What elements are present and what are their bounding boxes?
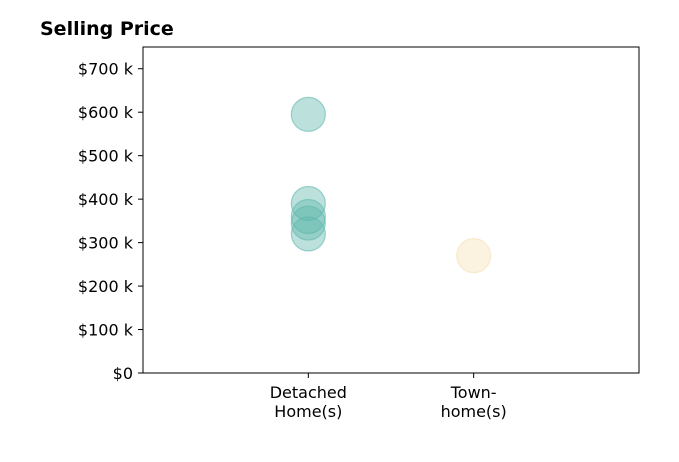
y-axis: $0 $100 k $200 k $300 k $400 k $500 k $600 k $7…: [78, 60, 143, 383]
data-point: [290, 96, 326, 132]
data-point: [290, 216, 326, 252]
data-point: [290, 205, 326, 241]
data-points: [290, 96, 492, 274]
x-tick-label: Town-: [450, 383, 497, 402]
chart-title: Selling Price: [40, 18, 174, 40]
y-tick-label: $700 k: [78, 60, 134, 79]
data-point: [456, 238, 492, 274]
x-tick-label: Detached: [270, 383, 347, 402]
y-tick-label: $500 k: [78, 147, 134, 166]
data-point: [290, 185, 326, 222]
y-tick-label: $100 k: [78, 321, 134, 340]
y-tick-label: $400 k: [78, 190, 134, 209]
y-tick-label: $200 k: [78, 277, 134, 296]
y-tick-label: $0: [113, 364, 133, 383]
plot-frame: [142, 46, 640, 374]
y-tick-label: $300 k: [78, 234, 134, 253]
x-tick-label: Home(s): [274, 402, 342, 421]
y-tick-label: $600 k: [78, 103, 134, 122]
x-tick-label: home(s): [441, 402, 507, 421]
